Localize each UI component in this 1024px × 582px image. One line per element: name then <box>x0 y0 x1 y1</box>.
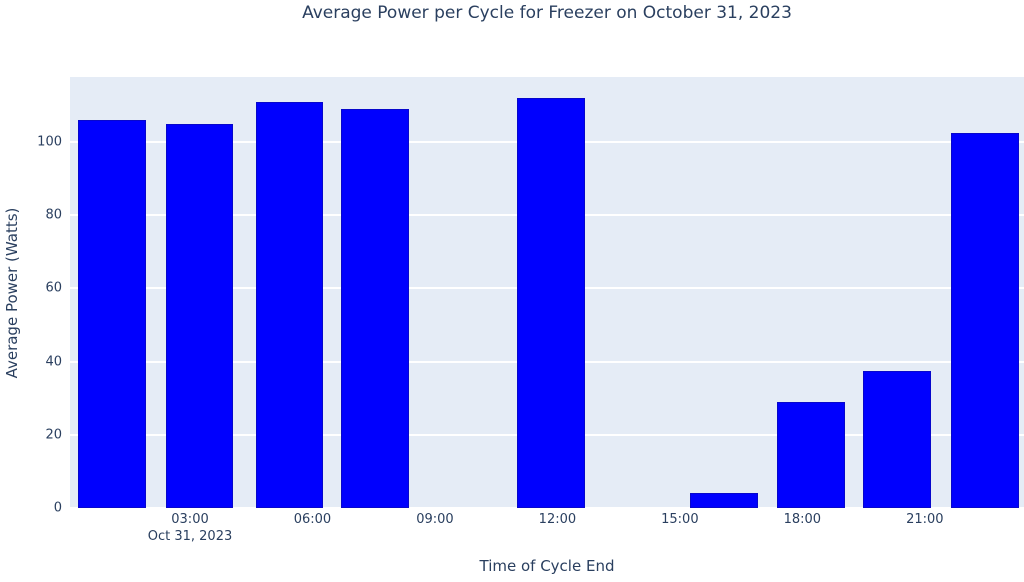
x-tick-time: 15:00 <box>661 512 699 527</box>
y-tick-label-100: 100 <box>37 134 62 150</box>
y-tick-label-60: 60 <box>45 280 62 296</box>
bar-11:51[interactable] <box>517 97 586 508</box>
y-tick-label-0: 0 <box>53 500 62 516</box>
bar-16:05[interactable] <box>690 493 758 508</box>
x-tick-time: 12:00 <box>538 512 577 527</box>
x-tick-label-09:00: 09:00 <box>416 512 453 527</box>
bar-22:29[interactable] <box>951 132 1020 508</box>
y-tick-label-20: 20 <box>45 427 62 443</box>
x-tick-time: 21:00 <box>906 512 944 527</box>
bar-20:19[interactable] <box>863 370 931 508</box>
x-tick-label-21:00: 21:00 <box>906 512 943 527</box>
bar-01:05[interactable] <box>78 119 146 508</box>
y-tick-label-40: 40 <box>45 354 62 370</box>
bar-07:32[interactable] <box>341 108 409 508</box>
x-tick-label-12:00: 12:00 <box>539 512 576 527</box>
plot-area <box>70 77 1024 508</box>
x-tick-time: 06:00 <box>293 512 332 527</box>
x-tick-label-03:00: 03:00 Oct 31, 2023 <box>148 512 233 544</box>
x-tick-time: 18:00 <box>783 512 822 527</box>
x-tick-time: 09:00 <box>416 512 454 527</box>
bar-05:26[interactable] <box>255 101 324 508</box>
x-tick-date: Oct 31, 2023 <box>147 529 233 544</box>
x-tick-label-15:00: 15:00 <box>661 512 698 527</box>
x-tick-time: 03:00 <box>171 512 209 527</box>
x-axis-title: Time of Cycle End <box>479 557 615 575</box>
plot-wrap: 0 20 40 60 80 100 03:00 Oct 31, 2023 06:00 09:00 1… <box>3 77 1024 575</box>
y-axis-title: Average Power (Watts) <box>3 207 21 378</box>
x-tick-label-06:00: 06:00 <box>294 512 331 527</box>
x-tick-label-18:00: 18:00 <box>784 512 821 527</box>
chart-title: Average Power per Cycle for Freezer on O… <box>302 3 792 23</box>
y-tick-label-80: 80 <box>45 207 62 223</box>
bar-03:14[interactable] <box>165 123 234 508</box>
bar-18:13[interactable] <box>777 401 846 508</box>
